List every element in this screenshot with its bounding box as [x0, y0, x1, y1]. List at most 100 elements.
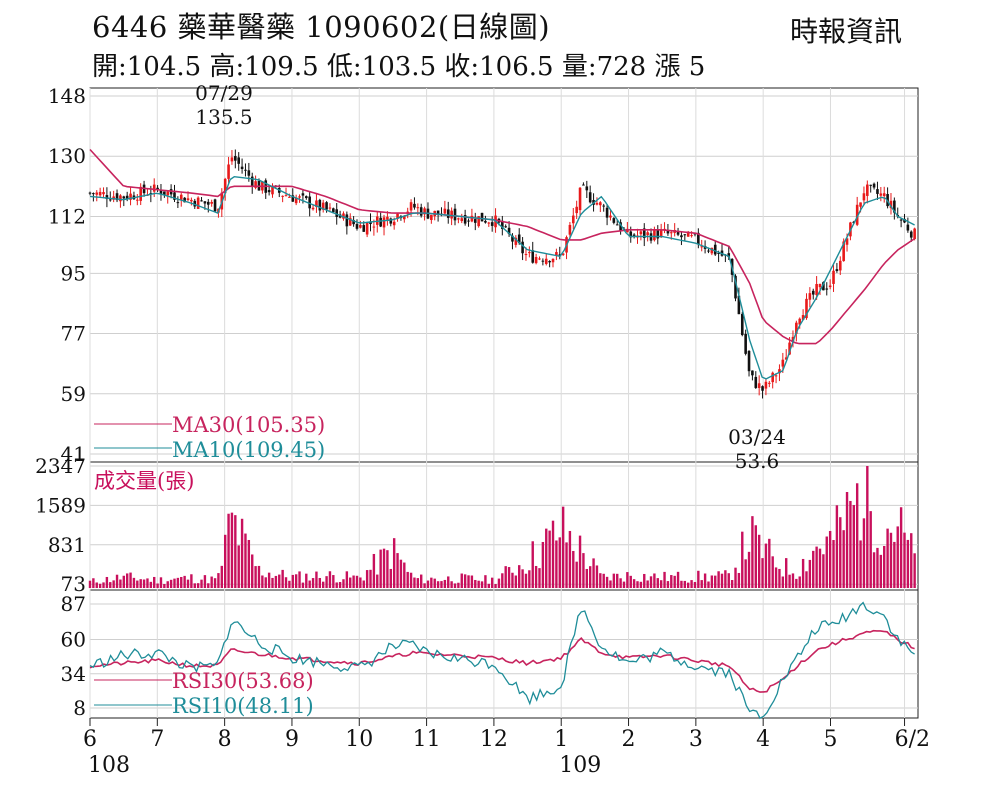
- volume-bar: [217, 573, 220, 588]
- volume-panel-frame: [89, 461, 919, 591]
- volume-bar: [190, 574, 193, 588]
- candle-body: [362, 225, 366, 232]
- volume-bar: [808, 559, 812, 588]
- volume-bar: [910, 533, 913, 588]
- candle-body: [457, 218, 460, 220]
- volume-bar: [883, 545, 886, 588]
- candle-body: [467, 220, 470, 222]
- x-tick-label: 6: [83, 727, 97, 752]
- high-annotation-value: 135.5: [195, 105, 252, 129]
- volume-bar: [365, 570, 369, 588]
- candle-body: [747, 350, 751, 372]
- volume-bar: [585, 568, 589, 588]
- candle-body: [517, 234, 521, 244]
- volume-bar: [447, 576, 450, 588]
- candle-body: [129, 193, 132, 200]
- volume-bar: [372, 553, 376, 588]
- volume-bar: [443, 579, 447, 588]
- volume-bar: [413, 577, 416, 588]
- ma10-line: [89, 175, 915, 380]
- volume-bar: [220, 565, 224, 588]
- candle-body: [697, 232, 700, 245]
- volume-bar: [328, 571, 332, 588]
- candle-body: [271, 186, 274, 195]
- volume-bar: [693, 581, 697, 588]
- candle-body: [122, 196, 126, 199]
- candle-body: [676, 231, 680, 235]
- volume-bar: [92, 578, 95, 588]
- volume-bar: [308, 580, 311, 588]
- volume-bar: [136, 580, 139, 588]
- volume-bar: [433, 578, 436, 588]
- candle-body: [521, 241, 524, 254]
- volume-bar: [332, 575, 335, 588]
- candle-body: [757, 383, 761, 388]
- volume-bar: [247, 539, 251, 588]
- volume-bar: [893, 541, 896, 588]
- volume-bar: [507, 567, 511, 588]
- volume-bar: [896, 526, 899, 588]
- candle-body: [771, 372, 774, 383]
- volume-bar: [852, 505, 856, 588]
- candle-body: [318, 199, 322, 211]
- candle-body: [396, 213, 399, 219]
- volume-bar: [538, 568, 541, 588]
- volume-bar: [639, 581, 643, 588]
- volume-bar: [210, 576, 213, 588]
- volume-bar: [592, 558, 595, 588]
- volume-bar: [342, 579, 345, 588]
- candle-body: [599, 202, 602, 206]
- volume-bar: [105, 576, 109, 588]
- volume-bar: [805, 571, 808, 588]
- volume-bar: [906, 539, 910, 588]
- volume-bar: [703, 573, 707, 588]
- candle-body: [754, 376, 758, 388]
- volume-bar: [774, 567, 778, 588]
- volume-bar: [200, 579, 203, 588]
- candle-body: [507, 227, 511, 235]
- volume-bar: [761, 558, 764, 588]
- candle-body: [582, 184, 585, 186]
- volume-bar: [203, 575, 207, 588]
- candle-body: [210, 201, 213, 204]
- volume-bar: [119, 579, 122, 588]
- volume-bar: [213, 578, 217, 588]
- volume-bar: [511, 572, 514, 588]
- rsi30-legend-label: RSI30(53.68): [172, 669, 314, 693]
- candle-body: [125, 195, 129, 200]
- candle-body: [555, 252, 558, 256]
- candle-body: [511, 235, 514, 242]
- candle-body: [477, 216, 480, 227]
- ohlc-summary: 開:104.5 高:109.5 低:103.5 收:106.5 量:728 漲 …: [92, 52, 706, 82]
- candle-body: [470, 215, 474, 222]
- volume-bar: [720, 573, 724, 588]
- candle-body: [818, 283, 822, 288]
- candle-body: [152, 184, 156, 192]
- volume-bar: [747, 551, 751, 588]
- volume-bar: [355, 575, 359, 588]
- candle-body: [166, 191, 170, 196]
- volume-bar: [426, 580, 430, 588]
- volume-bar: [264, 577, 267, 588]
- volume-bar: [646, 580, 649, 588]
- volume-bar: [281, 569, 284, 588]
- volume-bar: [176, 577, 180, 588]
- volume-bar: [457, 582, 460, 588]
- candle-body: [88, 192, 92, 194]
- candle-body: [328, 207, 332, 209]
- volume-bar: [487, 583, 490, 588]
- candle-body: [740, 313, 744, 336]
- candle-body: [778, 369, 781, 374]
- volume-bar: [599, 573, 602, 588]
- volume-bar: [666, 581, 670, 588]
- volume-bar: [484, 575, 487, 588]
- price-tick-label: 130: [48, 144, 86, 168]
- volume-bar: [379, 549, 382, 588]
- volume-bar: [321, 581, 325, 588]
- volume-bar: [382, 548, 386, 588]
- candle-body: [365, 222, 369, 235]
- volume-bar: [578, 535, 582, 588]
- candle-body: [250, 176, 254, 186]
- rsi-tick-label: 34: [61, 662, 86, 686]
